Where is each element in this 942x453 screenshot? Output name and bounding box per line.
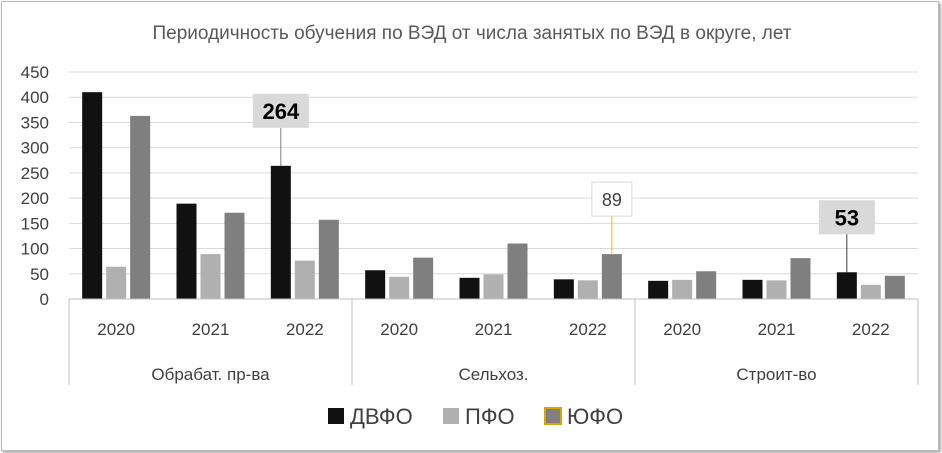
callout-2: 53: [818, 200, 875, 273]
bar-ПФО-5: [577, 280, 598, 299]
y-axis: 0 50 100 150 200 250 300 350 400 450: [21, 63, 49, 309]
bar-ПФО-0: [106, 266, 127, 299]
bar-ЮФО-1: [224, 212, 245, 299]
bar-ПФО-4: [483, 274, 504, 299]
x-group-label: Сельхоз.: [458, 365, 528, 384]
x-category-label: 2022: [286, 320, 324, 339]
bars: [82, 92, 905, 300]
chart-title: Периодичность обучения по ВЭД от числа з…: [153, 23, 792, 44]
callout-box: [591, 181, 633, 217]
bar-ПФО-2: [294, 260, 315, 299]
callout-label: 53: [835, 205, 859, 230]
bar-ДВФО-2: [270, 165, 291, 299]
legend-label: ДВФО: [350, 404, 413, 429]
bar-ЮФО-7: [790, 258, 811, 299]
y-tick-label: 450: [21, 63, 49, 82]
y-tick-label: 400: [21, 88, 49, 107]
bar-ЮФО-0: [130, 115, 151, 300]
legend-swatch: [544, 407, 562, 425]
legend-swatch: [443, 408, 459, 424]
bar-ЮФО-3: [413, 257, 434, 299]
bar-ДВФО-7: [742, 279, 763, 299]
bar-ЮФО-2: [318, 219, 339, 299]
y-tick-label: 100: [21, 240, 49, 259]
bar-ДВФО-4: [459, 277, 480, 299]
y-tick-label: 300: [21, 139, 49, 158]
x-category-label: 2021: [192, 320, 230, 339]
bar-ДВФО-1: [176, 203, 197, 299]
bar-ДВФО-0: [82, 92, 103, 299]
callout-1: 89: [591, 181, 633, 255]
callout-label: 264: [262, 99, 299, 124]
bar-ДВФО-6: [648, 280, 669, 299]
callout-box: [252, 93, 309, 128]
legend-item-ДВФО: ДВФО: [328, 404, 413, 429]
x-group-label: Обрабат. пр-ва: [151, 365, 270, 384]
bar-ПФО-6: [672, 279, 693, 299]
callout-label: 89: [602, 190, 622, 210]
bar-ЮФО-4: [507, 243, 528, 299]
y-tick-label: 250: [21, 164, 49, 183]
x-group-label: Строит-во: [736, 365, 816, 384]
legend-item-ПФО: ПФО: [443, 404, 515, 429]
bar-ДВФО-3: [365, 270, 386, 299]
x-category-label: 2020: [380, 320, 418, 339]
bar-ПФО-8: [860, 284, 881, 299]
y-tick-label: 50: [30, 265, 49, 284]
bar-ПФО-7: [766, 280, 787, 299]
y-tick-label: 0: [40, 290, 49, 309]
bar-ДВФО-5: [553, 279, 574, 299]
x-category-label: 2020: [663, 320, 701, 339]
y-tick-label: 350: [21, 113, 49, 132]
legend-item-ЮФО: ЮФО: [544, 404, 623, 429]
bar-ЮФО-8: [884, 275, 905, 299]
bar-ЮФО-5: [601, 254, 622, 299]
bar-ЮФО-6: [696, 271, 717, 299]
x-category-label: 2022: [852, 320, 890, 339]
y-tick-label: 150: [21, 214, 49, 233]
x-axis: 2020 2021 2022 Обрабат. пр-ва 2020 2021 2022 Се…: [68, 298, 919, 385]
data-callouts: 264 89 53: [252, 93, 875, 273]
x-category-label: 2021: [758, 320, 796, 339]
bar-ПФО-3: [389, 276, 410, 299]
legend: ДВФО ПФО ЮФО: [328, 404, 623, 429]
bar-ПФО-1: [200, 254, 221, 299]
legend-swatch: [328, 408, 344, 424]
x-category-label: 2020: [97, 320, 135, 339]
legend-label: ЮФО: [567, 404, 623, 429]
callout-box: [818, 200, 875, 235]
bar-ДВФО-8: [836, 272, 857, 299]
x-category-label: 2021: [475, 320, 513, 339]
callout-0: 264: [252, 93, 309, 166]
x-category-label: 2022: [569, 320, 607, 339]
legend-label: ПФО: [465, 404, 515, 429]
y-tick-label: 200: [21, 189, 49, 208]
